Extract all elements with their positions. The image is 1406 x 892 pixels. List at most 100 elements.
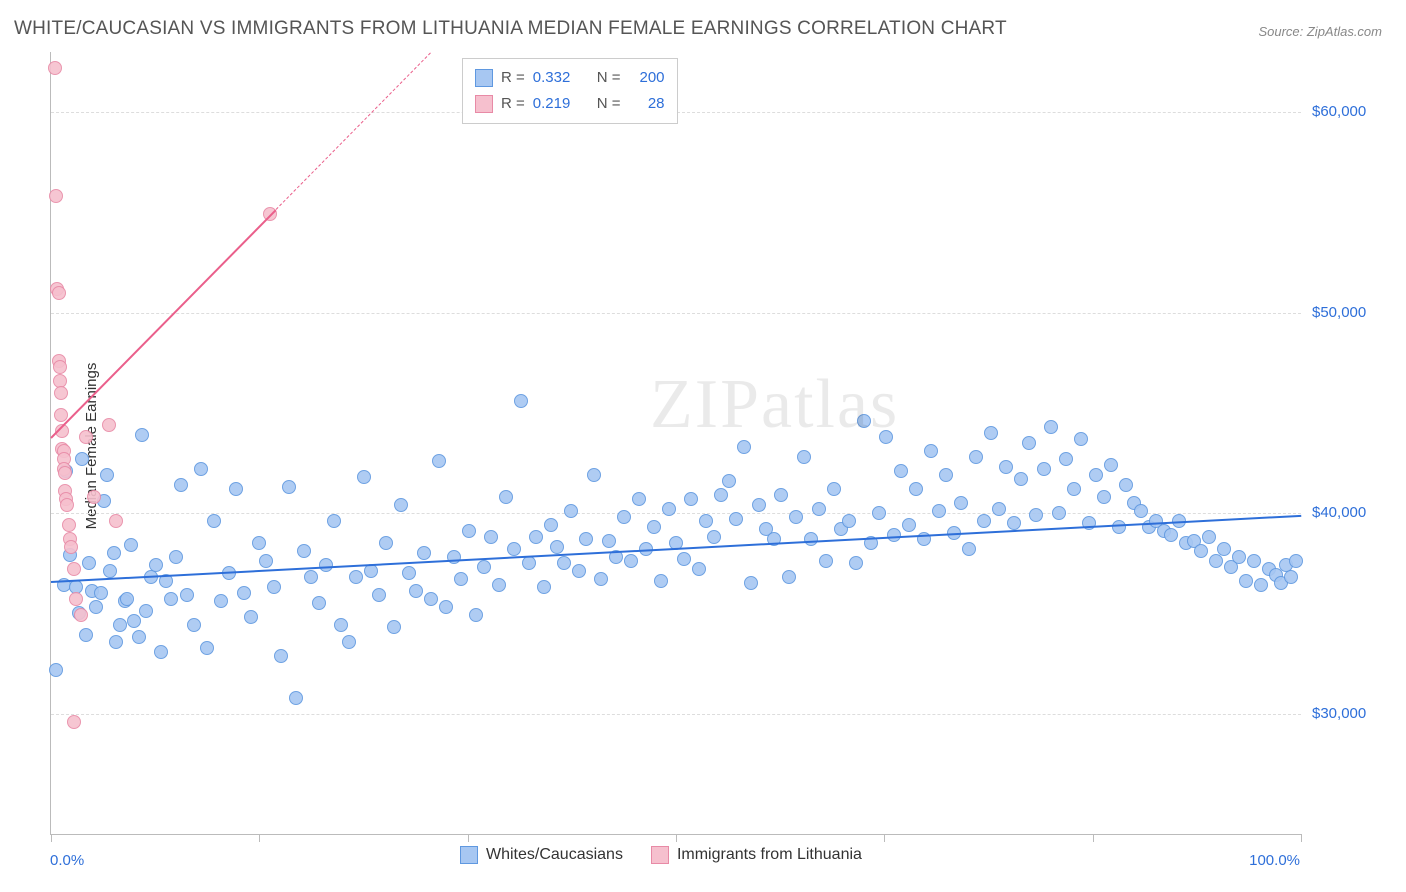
x-tick: [884, 834, 885, 842]
data-point: [714, 488, 728, 502]
data-point: [1112, 520, 1126, 534]
data-point: [439, 600, 453, 614]
y-tick-label: $60,000: [1312, 103, 1366, 120]
data-point: [579, 532, 593, 546]
data-point: [827, 482, 841, 496]
swatch-icon: [651, 846, 669, 864]
data-point: [572, 564, 586, 578]
data-point: [1059, 452, 1073, 466]
x-tick: [51, 834, 52, 842]
data-point: [1119, 478, 1133, 492]
data-point: [544, 518, 558, 532]
data-point: [469, 608, 483, 622]
data-point: [49, 189, 63, 203]
data-point: [587, 468, 601, 482]
data-point: [939, 468, 953, 482]
stats-legend-box: R =0.332N =200R =0.219N =28: [462, 58, 678, 124]
stat-label-r: R =: [501, 91, 525, 117]
data-point: [74, 608, 88, 622]
data-point: [154, 645, 168, 659]
data-point: [417, 546, 431, 560]
stat-label-n: N =: [597, 65, 621, 91]
series-legend: Whites/CaucasiansImmigrants from Lithuan…: [460, 846, 862, 864]
data-point: [402, 566, 416, 580]
data-point: [187, 618, 201, 632]
data-point: [1247, 554, 1261, 568]
data-point: [79, 628, 93, 642]
data-point: [699, 514, 713, 528]
gridline-h: [51, 714, 1301, 715]
stat-label-r: R =: [501, 65, 525, 91]
data-point: [924, 444, 938, 458]
data-point: [1164, 528, 1178, 542]
stat-value-r: 0.219: [533, 91, 581, 117]
data-point: [1089, 468, 1103, 482]
data-point: [1289, 554, 1303, 568]
legend-label: Immigrants from Lithuania: [677, 846, 862, 864]
data-point: [1217, 542, 1231, 556]
data-point: [113, 618, 127, 632]
y-tick-label: $30,000: [1312, 705, 1366, 722]
data-point: [259, 554, 273, 568]
data-point: [902, 518, 916, 532]
data-point: [1232, 550, 1246, 564]
data-point: [484, 530, 498, 544]
data-point: [752, 498, 766, 512]
trend-line: [51, 515, 1301, 583]
data-point: [602, 534, 616, 548]
data-point: [662, 502, 676, 516]
data-point: [1037, 462, 1051, 476]
swatch-icon: [475, 95, 493, 113]
data-point: [1074, 432, 1088, 446]
data-point: [819, 554, 833, 568]
data-point: [357, 470, 371, 484]
data-point: [127, 614, 141, 628]
data-point: [207, 514, 221, 528]
source-name: ZipAtlas.com: [1307, 24, 1382, 39]
data-point: [499, 490, 513, 504]
data-point: [992, 502, 1006, 516]
data-point: [312, 596, 326, 610]
data-point: [364, 564, 378, 578]
stats-row: R =0.219N =28: [475, 91, 665, 117]
data-point: [274, 649, 288, 663]
data-point: [379, 536, 393, 550]
data-point: [707, 530, 721, 544]
y-tick-label: $40,000: [1312, 504, 1366, 521]
data-point: [692, 562, 706, 576]
swatch-icon: [475, 69, 493, 87]
data-point: [550, 540, 564, 554]
data-point: [60, 498, 74, 512]
data-point: [53, 360, 67, 374]
data-point: [1284, 570, 1298, 584]
data-point: [409, 584, 423, 598]
data-point: [1044, 420, 1058, 434]
data-point: [1202, 530, 1216, 544]
data-point: [120, 592, 134, 606]
x-tick: [1301, 834, 1302, 842]
data-point: [744, 576, 758, 590]
data-point: [149, 558, 163, 572]
gridline-h: [51, 513, 1301, 514]
x-tick-min: 0.0%: [50, 852, 84, 869]
y-tick-label: $50,000: [1312, 304, 1366, 321]
data-point: [1209, 554, 1223, 568]
data-point: [954, 496, 968, 510]
stats-row: R =0.332N =200: [475, 65, 665, 91]
data-point: [1194, 544, 1208, 558]
data-point: [102, 418, 116, 432]
data-point: [1104, 458, 1118, 472]
data-point: [1022, 436, 1036, 450]
data-point: [100, 468, 114, 482]
data-point: [774, 488, 788, 502]
data-point: [684, 492, 698, 506]
data-point: [522, 556, 536, 570]
data-point: [1007, 516, 1021, 530]
data-point: [289, 691, 303, 705]
data-point: [932, 504, 946, 518]
data-point: [139, 604, 153, 618]
data-point: [252, 536, 266, 550]
data-point: [48, 61, 62, 75]
data-point: [624, 554, 638, 568]
data-point: [107, 546, 121, 560]
